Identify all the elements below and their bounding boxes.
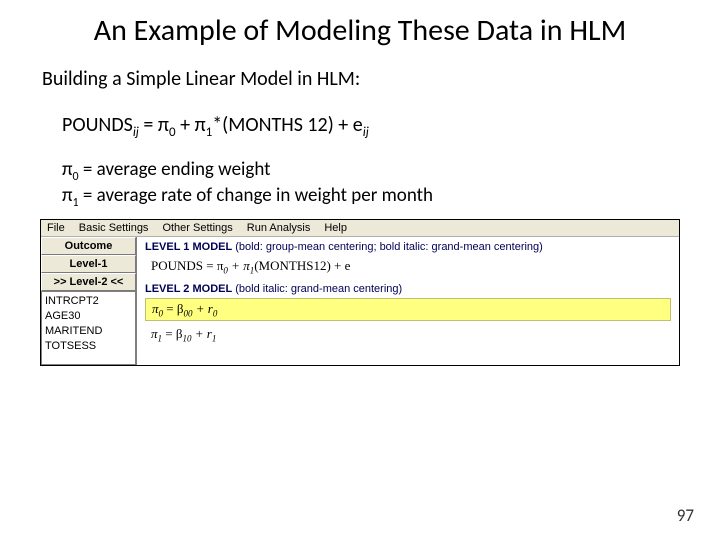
l1-a: POUNDS = π <box>151 258 223 273</box>
outcome-button[interactable]: Outcome <box>41 237 136 255</box>
level2-eq1-row[interactable]: π0 = β00 + r0 <box>145 298 671 322</box>
l1-e: (MONTHS12) + e <box>254 258 350 273</box>
variable-list[interactable]: INTRCPT2 AGE30 MARITEND TOTSESS <box>41 291 136 365</box>
l2e2-e: + r <box>191 326 211 341</box>
sidebar: Outcome Level-1 >> Level-2 << INTRCPT2 A… <box>41 237 137 365</box>
eq-lhs: POUNDS <box>62 113 133 137</box>
eq-eq: = π <box>139 113 169 137</box>
level1-model-header: LEVEL 1 MODEL (bold: group-mean centerin… <box>145 240 671 256</box>
l1-c: + π <box>228 258 250 273</box>
var-totsess[interactable]: TOTSESS <box>45 339 132 354</box>
menubar: File Basic Settings Other Settings Run A… <box>41 220 679 237</box>
main-equation: POUNDSij = π0 + π1*(MONTHS 12) + eij <box>0 91 720 140</box>
l2e2-c: = β <box>162 326 182 341</box>
model-panel: LEVEL 1 MODEL (bold: group-mean centerin… <box>137 237 679 365</box>
menu-help[interactable]: Help <box>324 222 347 234</box>
def-pi1-sym: π <box>62 184 73 207</box>
l2e1-c: = β <box>163 301 183 316</box>
l2-note: (bold italic: grand-mean centering) <box>232 283 402 295</box>
menu-basic-settings[interactable]: Basic Settings <box>79 222 149 234</box>
level2-eq2: π1 = β10 + r1 <box>145 324 671 350</box>
level2-eq1: π0 = β00 + r0 <box>152 301 217 316</box>
eq-mid1: + π <box>176 113 206 137</box>
slide-title: An Example of Modeling These Data in HLM <box>0 0 720 57</box>
subtitle: Building a Simple Linear Model in HLM: <box>0 57 720 91</box>
level2-button[interactable]: >> Level-2 << <box>41 273 136 291</box>
level2-model-header: LEVEL 2 MODEL (bold italic: grand-mean c… <box>145 282 671 298</box>
l2e2-f: 1 <box>212 334 217 344</box>
def-pi0-sym: π <box>62 158 73 181</box>
l1-note: (bold: group-mean centering; bold italic… <box>232 241 543 253</box>
def-pi1: π1 = average rate of change in weight pe… <box>62 184 658 211</box>
page-number: 97 <box>677 505 694 526</box>
l1-label: LEVEL 1 MODEL <box>145 241 232 253</box>
level1-button[interactable]: Level-1 <box>41 255 136 273</box>
definitions: π0 = average ending weight π1 = average … <box>0 140 720 218</box>
hlm-body: Outcome Level-1 >> Level-2 << INTRCPT2 A… <box>41 237 679 365</box>
eq-pi0-sub: 0 <box>169 125 176 140</box>
var-age30[interactable]: AGE30 <box>45 309 132 324</box>
menu-run-analysis[interactable]: Run Analysis <box>247 222 311 234</box>
eq-mid2: *(MONTHS 12) + e <box>212 113 363 137</box>
eq-e-sub: ij <box>363 125 369 140</box>
level1-model-equation: POUNDS = π0 + π1(MONTHS12) + e <box>145 256 671 282</box>
menu-other-settings[interactable]: Other Settings <box>162 222 232 234</box>
var-maritend[interactable]: MARITEND <box>45 324 132 339</box>
l2-label: LEVEL 2 MODEL <box>145 283 232 295</box>
l2e1-e: + r <box>192 301 212 316</box>
hlm-window: File Basic Settings Other Settings Run A… <box>40 219 680 366</box>
def-pi0-text: = average ending weight <box>79 158 271 181</box>
menu-file[interactable]: File <box>47 222 65 234</box>
var-intrcpt2[interactable]: INTRCPT2 <box>45 294 132 309</box>
def-pi1-text: = average rate of change in weight per m… <box>79 184 433 207</box>
l2e1-f: 0 <box>213 308 218 318</box>
def-pi0: π0 = average ending weight <box>62 158 658 185</box>
